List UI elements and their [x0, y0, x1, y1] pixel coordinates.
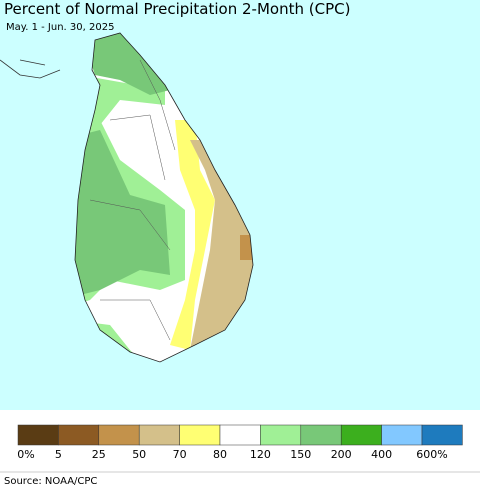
ocean	[0, 0, 480, 410]
legend-label: 600%	[416, 448, 447, 461]
legend-swatch	[98, 424, 140, 446]
legend-label: 0%	[17, 448, 34, 461]
legend-label: 200	[331, 448, 352, 461]
legend-swatch	[17, 424, 59, 446]
island-outline	[74, 32, 254, 363]
legend-swatch	[58, 424, 100, 446]
legend-label: 400	[371, 448, 392, 461]
legend-swatch	[179, 424, 221, 446]
legend-label: 25	[92, 448, 106, 461]
map-title: Percent of Normal Precipitation 2-Month …	[4, 0, 350, 18]
legend-label: 150	[290, 448, 311, 461]
legend-swatch	[421, 424, 463, 446]
legend-swatch	[138, 424, 180, 446]
legend-label: 50	[132, 448, 146, 461]
legend-label: 80	[213, 448, 227, 461]
legend-label: 70	[173, 448, 187, 461]
legend-swatch	[260, 424, 302, 446]
india-coast	[0, 59, 61, 79]
legend-swatch	[381, 424, 423, 446]
zone-orange	[240, 235, 253, 260]
legend-swatch	[219, 424, 261, 446]
district-borders	[89, 59, 176, 341]
legend: 0% 5 25 50 70 80 120 150 200 400 600%	[17, 424, 463, 461]
source: Source: NOAA/CPC	[4, 476, 97, 487]
legend-swatch	[300, 424, 342, 446]
map-subtitle: May. 1 - Jun. 30, 2025	[6, 22, 114, 33]
legend-label: 120	[250, 448, 271, 461]
zone-yellow	[170, 120, 215, 350]
legend-label: 5	[55, 448, 62, 461]
legend-swatch	[340, 424, 382, 446]
zone-green	[75, 130, 170, 300]
